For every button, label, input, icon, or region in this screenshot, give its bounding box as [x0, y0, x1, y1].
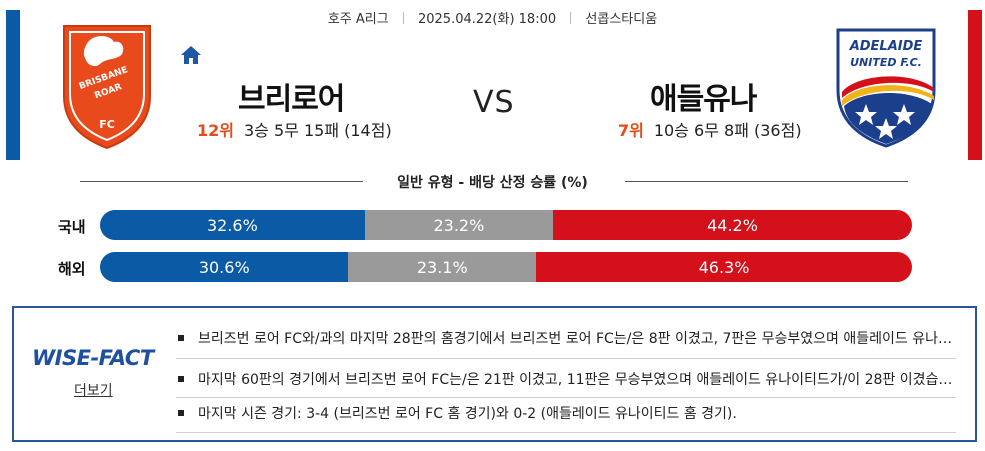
section-divider-left: [80, 181, 363, 182]
fact-item: 마지막 시즌 경기: 3-4 (브리즈번 로어 FC 홈 경기)와 0-2 (애…: [176, 393, 956, 433]
home-icon[interactable]: [180, 44, 202, 66]
more-link[interactable]: 더보기: [74, 383, 113, 399]
draw-segment: 23.2%: [364, 210, 554, 240]
bullet-icon: [178, 376, 184, 382]
away-win-segment: 44.2%: [553, 210, 912, 240]
domestic-odds-label: 국내: [58, 218, 86, 236]
crest-text: FC: [99, 118, 115, 131]
fact-divider: [176, 358, 956, 359]
fact-text: 마지막 60판의 경기에서 브리즈번 로어 FC는/은 21판 이겼고, 11판…: [198, 372, 956, 388]
bullet-icon: [178, 335, 184, 341]
fact-item: 브리즈번 로어 FC와/과의 마지막 28판의 홈경기에서 브리즈번 로어 FC…: [176, 318, 956, 358]
fact-divider: [176, 397, 956, 398]
fact-text: 브리즈번 로어 FC와/과의 마지막 28판의 홈경기에서 브리즈번 로어 FC…: [198, 331, 956, 347]
home-team-stats: 12위 3승 5무 15패 (14점): [197, 117, 392, 141]
brisbane-roar-crest: BRISBANE ROAR FC: [63, 25, 151, 150]
home-win-segment: 32.6%: [100, 210, 365, 240]
domestic-odds-bar: 32.6% 23.2% 44.2%: [100, 210, 912, 240]
fact-divider: [176, 432, 956, 433]
adelaide-united-crest: ADELAIDE UNITED F.C.: [836, 28, 936, 148]
info-divider: [570, 12, 572, 24]
odds-section-title: 일반 유형 - 배당 산정 승률 (%): [397, 175, 588, 191]
draw-segment: 23.1%: [348, 252, 537, 282]
vs-label: VS: [473, 85, 515, 120]
fact-text: 마지막 시즌 경기: 3-4 (브리즈번 로어 FC 홈 경기)와 0-2 (애…: [198, 406, 737, 422]
venue-name: 선콥스타디움: [585, 12, 658, 27]
crest-text: ADELAIDE: [849, 39, 923, 54]
home-win-segment: 30.6%: [100, 252, 349, 282]
info-divider: [402, 12, 404, 24]
section-divider-right: [625, 181, 908, 182]
bullet-icon: [178, 410, 184, 416]
away-team-name: 애들유나: [650, 82, 757, 117]
match-info: 호주 A리그 2025.04.22(화) 18:00 선콥스타디움: [0, 8, 985, 27]
home-record: 3승 5무 15패 (14점): [244, 121, 392, 140]
match-datetime: 2025.04.22(화) 18:00: [417, 12, 557, 27]
fact-item: 마지막 60판의 경기에서 브리즈번 로어 FC는/은 21판 이겼고, 11판…: [176, 359, 956, 399]
home-color-bar: [6, 10, 20, 160]
wise-fact-panel: WISE-FACT 더보기 브리즈번 로어 FC와/과의 마지막 28판의 홈경…: [12, 306, 977, 442]
away-record: 10승 6무 8패 (36점): [653, 121, 802, 140]
home-rank: 12위: [197, 121, 234, 140]
away-rank: 7위: [618, 121, 644, 140]
crest-text: UNITED F.C.: [850, 56, 922, 69]
overseas-odds-label: 해외: [58, 260, 86, 278]
overseas-odds-bar: 30.6% 23.1% 46.3%: [100, 252, 912, 282]
away-team-stats: 7위 10승 6무 8패 (36점): [618, 117, 802, 141]
away-color-bar: [968, 10, 982, 160]
away-win-segment: 46.3%: [536, 252, 912, 282]
wise-fact-logo: WISE-FACT: [32, 346, 154, 370]
league-name: 호주 A리그: [327, 12, 389, 27]
home-team-name: 브리로어: [238, 82, 345, 117]
